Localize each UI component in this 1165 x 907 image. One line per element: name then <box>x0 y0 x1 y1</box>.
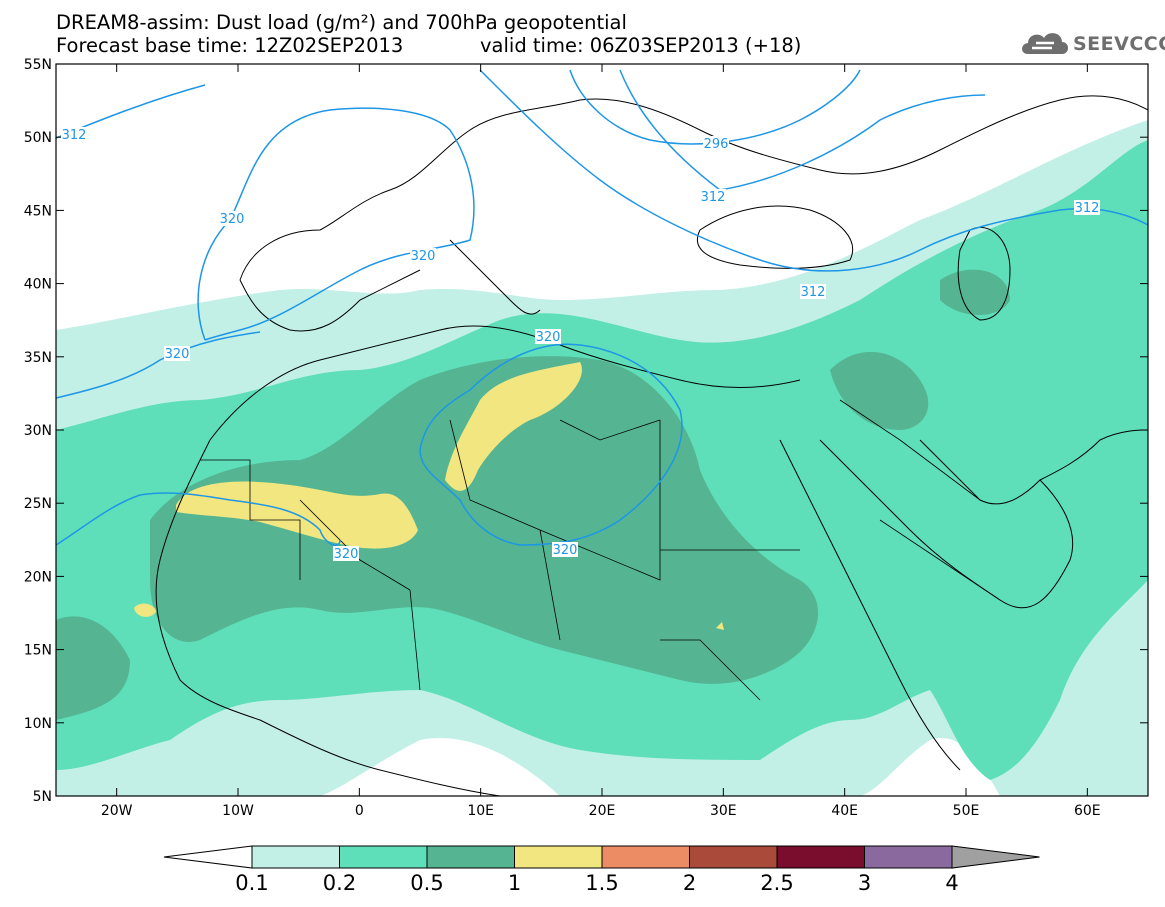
colorbar-label: 2.5 <box>760 871 793 895</box>
contour-label-bg <box>219 211 245 226</box>
colorbar-label: 3 <box>858 871 871 895</box>
contour-320-west <box>56 331 261 399</box>
contour-label: 320 <box>411 249 436 264</box>
logo-text: SEEVCCC <box>1073 33 1165 55</box>
lat-label: 5N <box>33 789 52 805</box>
contour-320-sw <box>56 492 341 546</box>
lon-label: 10W <box>222 803 254 819</box>
contour-label-bg <box>552 542 578 557</box>
coastline-caspian <box>957 227 1011 321</box>
contour-label-bg <box>700 189 726 204</box>
lon-label: 0 <box>355 803 364 819</box>
contour-labels: 312 320 320 320 320 320 320 296 312 312 312 <box>61 127 1100 562</box>
colorbar-label: 0.2 <box>323 871 356 895</box>
contour-label: 320 <box>220 212 245 227</box>
lon-label: 10E <box>467 803 494 819</box>
latitude-axis: 55N 50N 45N 40N 35N 30N 25N 20N 15N 10N 5N <box>24 57 1148 805</box>
contour-label: 312 <box>701 190 726 205</box>
contour-label: 296 <box>704 137 729 152</box>
seevccc-logo: SEEVCCC <box>1018 26 1165 60</box>
contour-label-bg <box>1074 200 1100 215</box>
contour-label-bg <box>410 248 436 263</box>
lon-label: 30E <box>710 803 737 819</box>
colorbar-swatch <box>426 845 515 869</box>
lat-label: 30N <box>24 423 52 439</box>
contour-label-bg <box>61 127 87 142</box>
contour-320-saharan-low <box>419 343 683 546</box>
colorbar-label: 0.5 <box>410 871 443 895</box>
colorbar-label: 2 <box>683 871 696 895</box>
contour-label-bg <box>800 284 826 299</box>
lat-label: 35N <box>24 350 52 366</box>
dust-band-0.5 <box>56 616 130 720</box>
dust-band-0.5 <box>830 351 929 430</box>
contour-312-north <box>619 69 986 191</box>
contour-label-bg <box>535 329 561 344</box>
contour-label: 312 <box>62 128 87 143</box>
cloud-logo-icon <box>1022 33 1068 54</box>
valid-time: valid time: 06Z03SEP2013 (+18) <box>480 34 802 57</box>
dust-band-1 <box>134 603 156 617</box>
coastline-black-sea <box>697 205 854 269</box>
colorbar-label: 1 <box>508 871 521 895</box>
colorbar-swatch <box>689 845 778 869</box>
colorbar-swatch <box>339 845 428 869</box>
lon-label: 60E <box>1074 803 1101 819</box>
contour-312-east <box>479 69 1148 272</box>
lat-label: 25N <box>24 496 52 512</box>
colorbar-label: 0.1 <box>235 871 268 895</box>
dust-band-0.5 <box>150 356 819 684</box>
lat-label: 15N <box>24 643 52 659</box>
colorbar-under-triangle <box>163 845 253 869</box>
coastline-iberia <box>239 269 421 332</box>
colorbar-label: 1.5 <box>585 871 618 895</box>
lat-label: 20N <box>24 569 52 585</box>
contour-label: 312 <box>1075 201 1100 216</box>
coastline-west-africa <box>155 439 501 796</box>
country-borders <box>200 399 1001 701</box>
coastline-europe <box>239 95 1148 281</box>
colorbar-label: 4 <box>945 871 958 895</box>
dust-band-1 <box>716 622 724 630</box>
colorbar-over-triangle <box>951 845 1040 869</box>
coastlines-and-borders <box>155 95 1148 796</box>
contour-label: 320 <box>553 543 578 558</box>
contour-label-bg <box>703 136 729 151</box>
colorbar-swatch <box>601 845 690 869</box>
contour-label: 312 <box>801 285 826 300</box>
contour-label: 320 <box>334 547 359 562</box>
lon-label: 40E <box>831 803 858 819</box>
contour-label: 320 <box>536 330 561 345</box>
lat-label: 45N <box>24 203 52 219</box>
coastline-italy <box>449 239 541 315</box>
coastline-red-sea <box>779 439 961 771</box>
map-title: DREAM8-assim: Dust load (g/m²) and 700hP… <box>56 11 627 34</box>
contour-label: 320 <box>165 347 190 362</box>
dust-load-shading <box>56 120 1148 796</box>
colorbar-swatch <box>514 845 603 869</box>
dust-band-0.5 <box>940 269 1010 315</box>
forecast-base-time: Forecast base time: 12Z02SEP2013 <box>56 34 404 57</box>
lon-label: 50E <box>953 803 980 819</box>
colorbar-swatch <box>251 845 340 869</box>
colorbar: 0.1 0.2 0.5 1 1.5 2 2.5 3 4 <box>163 845 1040 895</box>
colorbar-swatch <box>864 845 953 869</box>
lon-label: 20E <box>589 803 616 819</box>
dust-band-1 <box>445 362 582 491</box>
coastline-persian-gulf <box>919 429 1148 505</box>
lat-label: 55N <box>24 57 52 73</box>
colorbar-swatch <box>776 845 865 869</box>
contour-296 <box>569 69 861 145</box>
longitude-axis: 20W 10W 0 10E 20E 30E 40E 50E 60E <box>101 64 1101 819</box>
lat-label: 50N <box>24 130 52 146</box>
contour-label-bg <box>333 546 359 561</box>
contour-label-bg <box>164 346 190 361</box>
coastline-north-africa <box>209 325 801 441</box>
lat-label: 10N <box>24 716 52 732</box>
lat-label: 40N <box>24 277 52 293</box>
lon-label: 20W <box>101 803 133 819</box>
